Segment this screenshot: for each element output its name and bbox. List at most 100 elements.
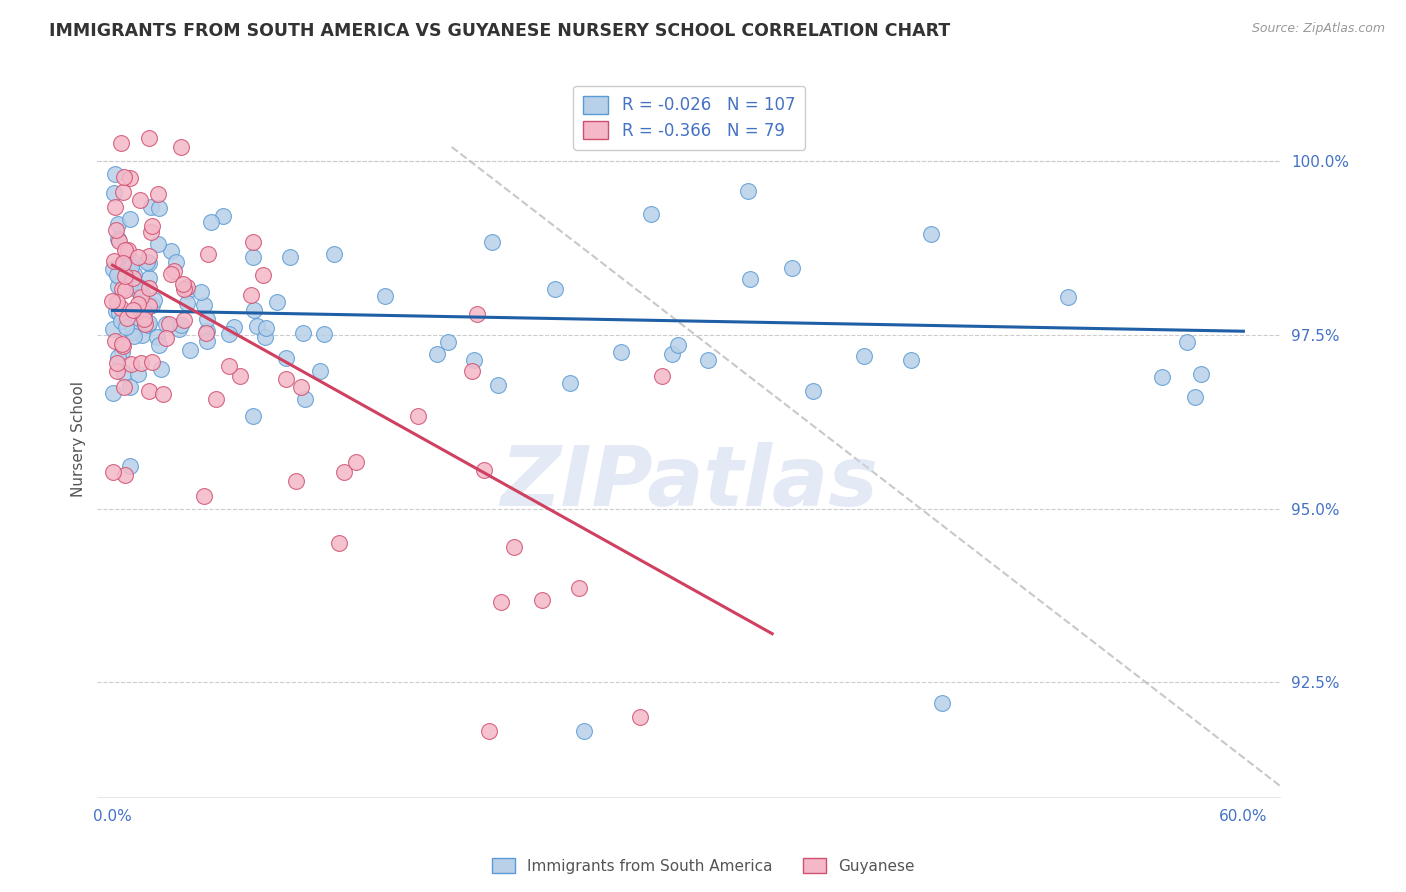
- Point: [118, 171, 141, 186]
- Point: [460, 364, 482, 378]
- Point: [666, 337, 689, 351]
- Point: [131, 306, 153, 320]
- Point: [1175, 334, 1198, 349]
- Point: [108, 235, 131, 249]
- Point: [111, 283, 134, 297]
- Point: [610, 345, 633, 359]
- Point: [155, 318, 177, 332]
- Point: [173, 282, 195, 296]
- Point: [131, 286, 153, 301]
- Point: [200, 215, 222, 229]
- Point: [138, 248, 160, 262]
- Point: [114, 268, 136, 283]
- Point: [328, 536, 350, 550]
- Point: [101, 261, 124, 276]
- Y-axis label: Nursery School: Nursery School: [72, 381, 86, 497]
- Point: [138, 316, 160, 330]
- Point: [103, 253, 125, 268]
- Point: [114, 467, 136, 482]
- Point: [111, 186, 134, 200]
- Point: [131, 327, 153, 342]
- Point: [486, 377, 509, 392]
- Text: IMMIGRANTS FROM SOUTH AMERICA VS GUYANESE NURSERY SCHOOL CORRELATION CHART: IMMIGRANTS FROM SOUTH AMERICA VS GUYANES…: [49, 22, 950, 40]
- Point: [120, 211, 142, 226]
- Point: [801, 384, 824, 399]
- Point: [132, 312, 155, 326]
- Text: 0.0%: 0.0%: [93, 809, 132, 824]
- Point: [278, 250, 301, 264]
- Legend: R = -0.026   N = 107, R = -0.366   N = 79: R = -0.026 N = 107, R = -0.366 N = 79: [574, 86, 806, 150]
- Point: [138, 255, 160, 269]
- Point: [246, 318, 269, 333]
- Point: [127, 251, 149, 265]
- Point: [117, 243, 139, 257]
- Point: [120, 357, 142, 371]
- Point: [179, 343, 201, 357]
- Point: [120, 260, 142, 274]
- Point: [138, 300, 160, 314]
- Point: [121, 325, 143, 339]
- Point: [193, 297, 215, 311]
- Point: [195, 311, 218, 326]
- Point: [239, 288, 262, 302]
- Point: [294, 392, 316, 406]
- Point: [138, 280, 160, 294]
- Point: [266, 294, 288, 309]
- Point: [114, 284, 136, 298]
- Point: [157, 317, 180, 331]
- Point: [195, 325, 218, 339]
- Point: [467, 307, 489, 321]
- Point: [141, 355, 163, 369]
- Point: [101, 322, 124, 336]
- Point: [108, 270, 131, 285]
- Point: [142, 293, 165, 307]
- Point: [170, 140, 193, 154]
- Point: [118, 380, 141, 394]
- Point: [478, 724, 501, 739]
- Point: [243, 302, 266, 317]
- Point: [374, 289, 396, 303]
- Point: [114, 243, 136, 257]
- Point: [1150, 370, 1173, 384]
- Point: [176, 296, 198, 310]
- Point: [163, 264, 186, 278]
- Point: [242, 235, 264, 250]
- Point: [900, 352, 922, 367]
- Point: [437, 334, 460, 349]
- Point: [481, 235, 503, 250]
- Point: [107, 351, 129, 365]
- Point: [110, 314, 132, 328]
- Point: [136, 255, 159, 269]
- Point: [193, 489, 215, 503]
- Point: [242, 250, 264, 264]
- Point: [531, 592, 554, 607]
- Point: [103, 386, 125, 401]
- Point: [190, 285, 212, 299]
- Point: [920, 227, 942, 242]
- Point: [159, 244, 181, 258]
- Point: [167, 322, 190, 336]
- Point: [129, 193, 152, 207]
- Point: [120, 458, 142, 473]
- Point: [218, 327, 240, 342]
- Point: [110, 136, 132, 151]
- Point: [211, 209, 233, 223]
- Point: [426, 347, 449, 361]
- Point: [737, 184, 759, 198]
- Point: [1184, 390, 1206, 404]
- Point: [127, 368, 149, 382]
- Point: [640, 206, 662, 220]
- Point: [697, 353, 720, 368]
- Point: [141, 298, 163, 312]
- Point: [489, 594, 512, 608]
- Point: [146, 236, 169, 251]
- Point: [931, 696, 953, 710]
- Point: [121, 253, 143, 268]
- Text: 60.0%: 60.0%: [1219, 809, 1268, 824]
- Point: [145, 330, 167, 344]
- Point: [572, 724, 595, 739]
- Point: [285, 475, 308, 489]
- Point: [853, 349, 876, 363]
- Point: [252, 268, 274, 283]
- Point: [105, 294, 128, 309]
